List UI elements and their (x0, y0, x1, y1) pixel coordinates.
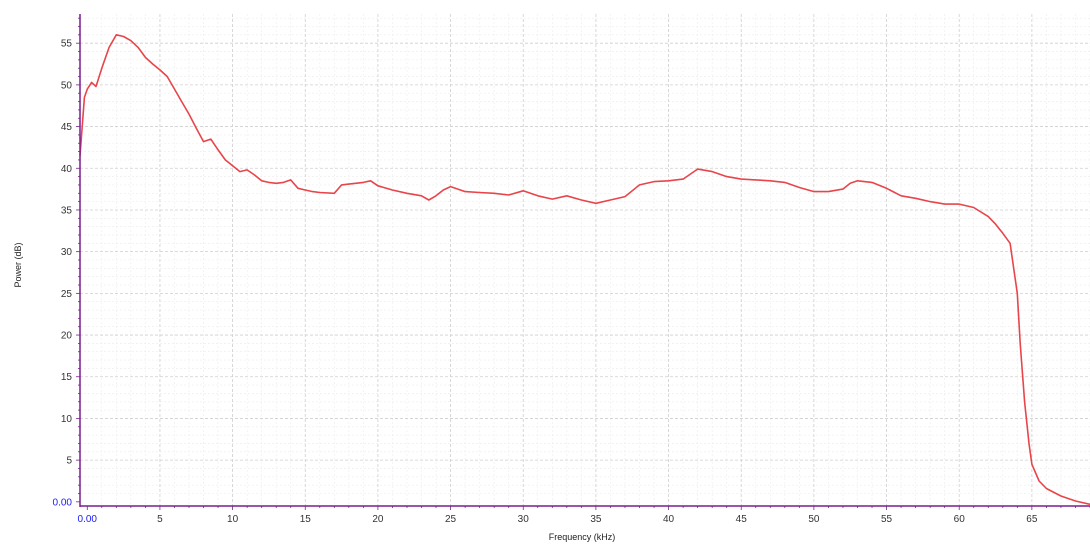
plot-series (79, 33, 1090, 506)
x-tick-label: 30 (518, 514, 530, 525)
y-tick-label: 15 (61, 372, 73, 383)
x-tick-label: 50 (808, 514, 820, 525)
y-tick-label: 40 (61, 164, 73, 175)
y-axis-title: Power (dB) (13, 242, 23, 287)
x-tick-label: 65 (1026, 514, 1038, 525)
x-tick-labels: 0.00 5 10 15 20 25 30 35 40 45 50 55 60 65 (78, 514, 1038, 525)
x-tick-label: 45 (736, 514, 748, 525)
y-tick-label: 0.00 (53, 497, 73, 508)
y-tick-label: 35 (61, 205, 73, 216)
x-tick-label: 10 (227, 514, 239, 525)
y-tick-label: 30 (61, 247, 73, 258)
x-tick-label: 40 (663, 514, 675, 525)
x-tick-label: 0.00 (78, 514, 98, 525)
axes (76, 14, 1090, 510)
x-tick-label: 15 (300, 514, 312, 525)
y-tick-label: 50 (61, 80, 73, 91)
x-tick-label: 5 (157, 514, 163, 525)
x-tick-label: 25 (445, 514, 457, 525)
x-tick-label: 60 (954, 514, 966, 525)
y-tick-label: 45 (61, 122, 73, 133)
series-line-0 (79, 33, 1090, 506)
x-axis-title: Frequency (kHz) (549, 532, 616, 542)
minor-grid (80, 14, 1090, 506)
x-tick-label: 20 (372, 514, 384, 525)
y-tick-label: 25 (61, 289, 73, 300)
y-tick-label: 55 (61, 39, 73, 50)
y-tick-labels: 0.00 5 10 15 20 25 30 35 40 45 50 55 (53, 39, 73, 509)
y-tick-label: 5 (66, 456, 72, 467)
x-tick-label: 35 (590, 514, 602, 525)
y-tick-label: 10 (61, 414, 73, 425)
y-tick-label: 20 (61, 331, 73, 342)
major-grid (80, 14, 1090, 506)
x-tick-label: 55 (881, 514, 893, 525)
